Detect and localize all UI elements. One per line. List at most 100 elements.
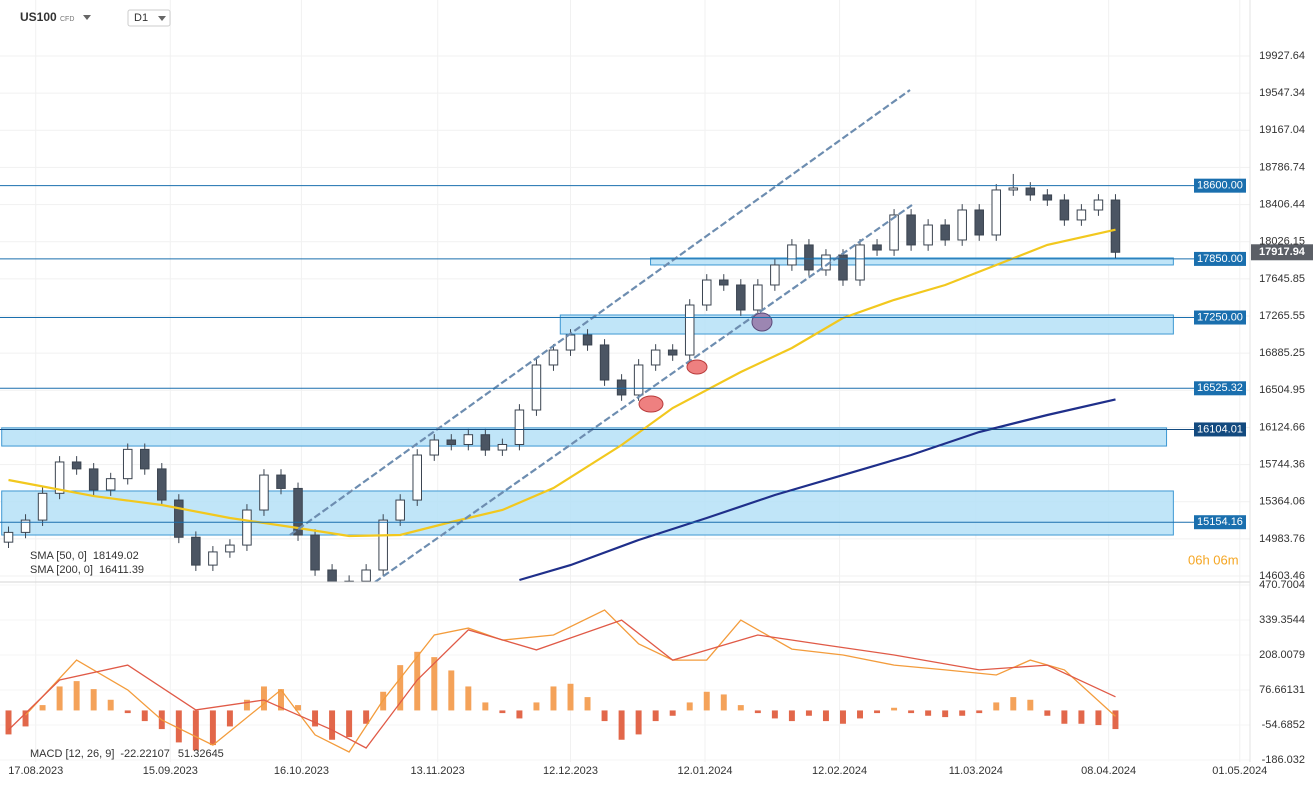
candle-body [54, 461, 65, 494]
candle-body [838, 254, 848, 281]
histogram-bar [669, 710, 676, 716]
candle-body [872, 244, 882, 251]
histogram-bar [771, 710, 778, 719]
histogram-bar [39, 705, 46, 711]
candle-body [701, 279, 712, 306]
histogram-bar [925, 710, 932, 716]
candle-body [736, 284, 746, 311]
candle-body [293, 487, 303, 536]
interval: D1 [134, 12, 148, 24]
candle-body [395, 499, 405, 521]
zone [1, 490, 1174, 536]
histogram-bar [175, 710, 182, 743]
last-price-box [1251, 244, 1313, 261]
candle-body [327, 569, 337, 582]
sma-line [8, 228, 1116, 538]
histogram-bar [959, 710, 966, 716]
histogram-bar [312, 710, 319, 727]
countdown: 06h 06m [1188, 552, 1239, 567]
candle-body [957, 209, 967, 241]
histogram-bar [533, 702, 540, 711]
candle-body [599, 344, 610, 381]
histogram-bar [346, 710, 353, 738]
candle-body [1059, 199, 1070, 221]
macd-line [25, 609, 1116, 753]
x-tick-label: 08.04.2024 [1081, 765, 1136, 777]
legend-value: 51.32645 [178, 748, 224, 760]
candle-body [684, 304, 695, 356]
dropdown-arrow[interactable] [83, 15, 91, 20]
level-label-box [1194, 178, 1246, 193]
histogram-bar [482, 702, 489, 711]
candle-body [582, 334, 593, 346]
candle-body [548, 349, 559, 366]
legend-name: MACD [12, 26, 9] [30, 748, 114, 760]
histogram-bar [1078, 710, 1085, 724]
candle-body [361, 569, 371, 582]
candle-body [480, 434, 491, 451]
marker [638, 395, 664, 413]
histogram-bar [840, 710, 846, 724]
candle-body [412, 454, 422, 501]
candle-body [991, 189, 1002, 236]
candle-body [446, 439, 457, 445]
x-tick-label: 01.05.2024 [1212, 765, 1267, 777]
candle-body [105, 478, 116, 491]
y-tick-label: 208.0079 [1259, 649, 1305, 661]
zone [1, 427, 1168, 447]
histogram-bar [516, 710, 523, 719]
candle-body [429, 439, 440, 456]
sma-legend: SMA [200, 0] 16411.39 [30, 564, 144, 576]
y-tick-label: 14983.76 [1259, 533, 1305, 545]
histogram-bar [891, 707, 898, 711]
histogram-bar [278, 689, 284, 711]
histogram-bar [209, 710, 216, 746]
histogram-bar [976, 710, 983, 714]
level-label-box [1194, 381, 1246, 396]
candle-body [667, 349, 678, 356]
x-tick-label: 15.09.2023 [143, 765, 198, 777]
zone [559, 314, 1174, 335]
candle-body [259, 474, 269, 511]
symbol[interactable]: US100 [20, 10, 57, 24]
histogram-bar [788, 710, 795, 722]
candle-body [71, 461, 82, 470]
candle-body [122, 448, 133, 480]
x-tick-label: 12.01.2024 [678, 765, 733, 777]
channel-line [289, 89, 911, 536]
candle-body [37, 492, 48, 521]
histogram-bar [703, 691, 710, 711]
candle-body [531, 364, 542, 411]
histogram-bar [686, 702, 693, 711]
sma-line [519, 398, 1116, 582]
candle-body [974, 209, 984, 236]
interval-select[interactable] [127, 9, 171, 27]
candle-body [191, 536, 201, 566]
histogram-bar [993, 702, 1000, 711]
histogram-bar [1010, 697, 1017, 711]
histogram-bar [550, 686, 557, 711]
y-tick-label: 16504.95 [1259, 384, 1305, 396]
legend-value: 18149.02 [93, 550, 139, 562]
candle-body [497, 443, 508, 451]
level-label: 18600.00 [1197, 180, 1243, 192]
candle-body [753, 284, 763, 311]
candle-body [804, 244, 814, 271]
y-tick-label: -186.032 [1262, 754, 1305, 766]
candle-body [1093, 199, 1104, 211]
histogram-bar [5, 710, 12, 735]
histogram-bar [448, 670, 455, 711]
candle-body [906, 214, 916, 246]
histogram-bar [584, 697, 591, 711]
y-tick-label: 15364.06 [1259, 496, 1305, 508]
y-tick-label: 16124.66 [1259, 421, 1305, 433]
histogram-bar [56, 686, 63, 711]
histogram-bar [737, 705, 744, 711]
marker [751, 312, 773, 332]
histogram-bar [465, 686, 472, 711]
histogram-bar [805, 710, 812, 716]
last-price: 17917.94 [1259, 246, 1306, 258]
level-label: 15154.16 [1197, 516, 1243, 528]
candle-body [208, 551, 218, 566]
